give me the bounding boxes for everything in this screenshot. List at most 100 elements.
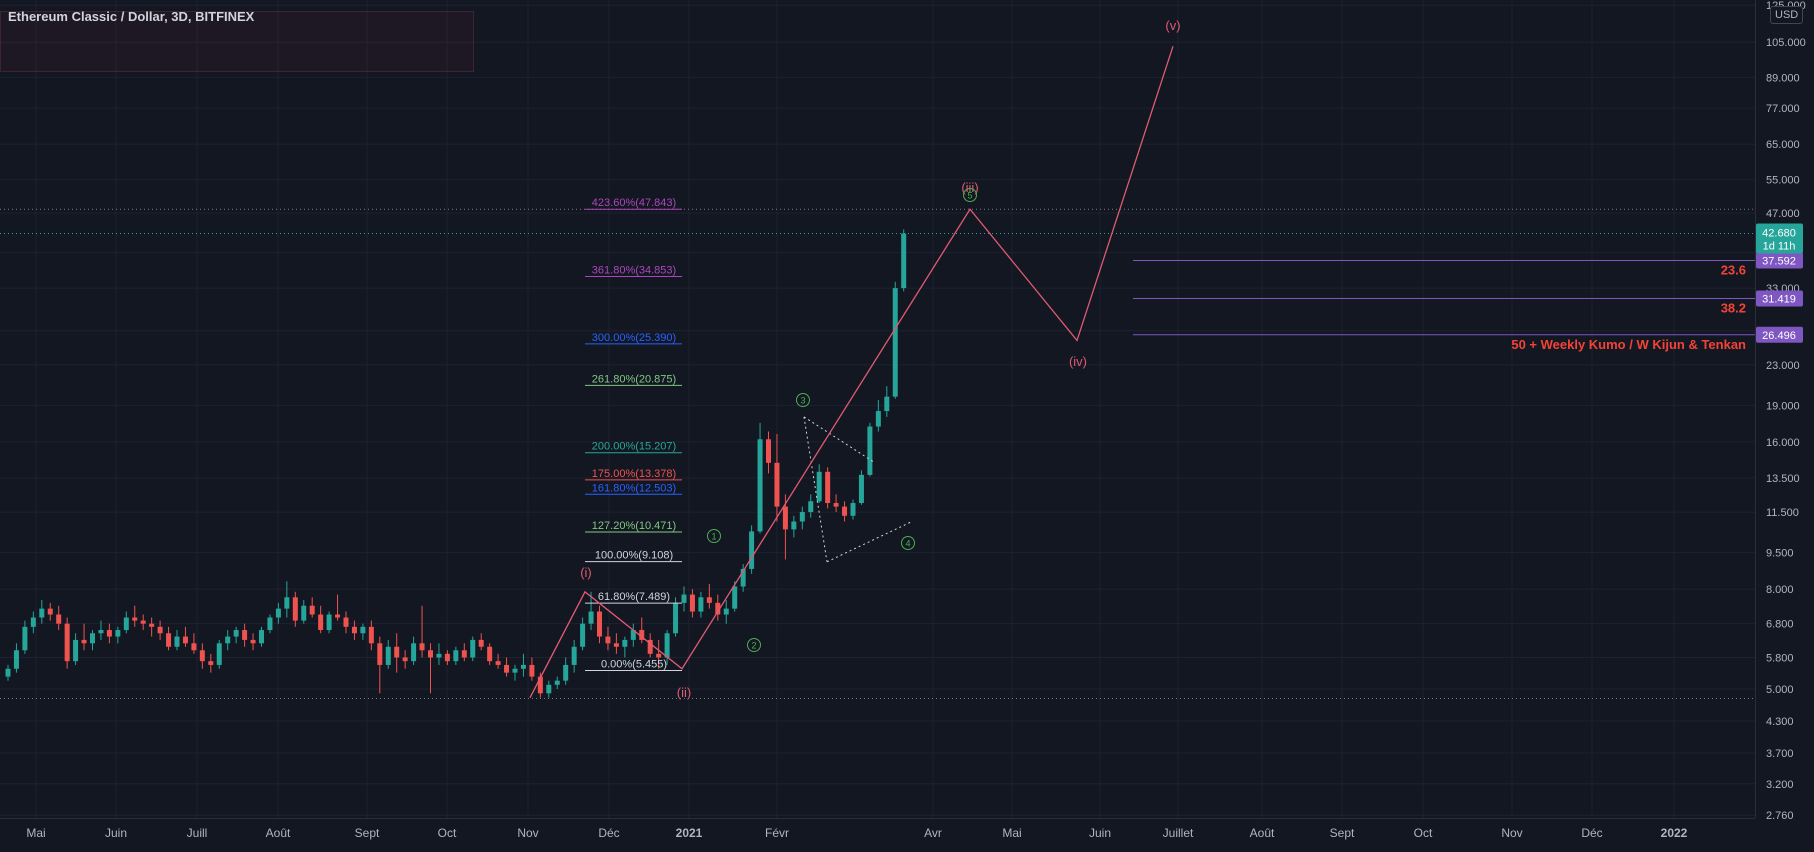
candle-body [554,680,560,685]
indicator-legend-box [0,11,474,72]
price-badge-label: 37.592 [1762,255,1796,267]
price-badge-label: 26.496 [1762,330,1796,342]
time-tick-label: Nov [517,826,538,840]
candle-body [749,531,755,569]
candle-body [411,643,417,662]
time-tick-label: 2021 [676,826,703,840]
time-tick-label: Sept [355,826,380,840]
price-badge [1756,252,1803,269]
fib-level-label: 0.00%(5.455) [601,658,667,670]
candle-body [833,503,839,507]
candle-body [630,630,636,640]
candle-body [495,661,501,665]
candle-body [867,426,873,475]
candle-body [884,396,890,412]
time-tick-label: Déc [598,826,619,840]
candle-body [208,661,214,665]
triangle-lower-line [826,521,913,563]
candle-body [90,633,95,644]
candle-body [326,614,332,631]
candle-body [571,646,577,665]
candle-body [318,614,324,631]
candle-body [901,233,907,289]
subwave-circle [747,638,761,652]
time-tick-label: Oct [1414,826,1433,840]
wave-label: (iv) [1069,354,1087,369]
subwave-circle [901,536,915,550]
bar-countdown: 1d 11h [1763,240,1796,252]
time-axis-border [0,818,1755,819]
candle-body [681,594,687,603]
candle-body [225,636,231,644]
fib-level-label: 161.80%(12.503) [592,482,676,494]
candle-body [123,617,129,631]
fib-level-label: 127.20%(10.471) [592,520,676,532]
candle-body [664,633,670,658]
elliott-wave-path [529,46,1174,698]
subwave-circle [707,529,721,543]
candle-body [504,664,510,673]
time-tick-label: Juin [1089,826,1111,840]
price-tick-label: 11.500 [1766,507,1799,519]
candle-body [580,623,586,647]
candle-body [233,630,239,637]
candle-body [808,501,814,513]
price-tick-label: 5.000 [1766,684,1794,696]
candle-body [140,620,146,624]
candle-body [64,623,70,662]
candle-body [453,650,459,662]
candle-body [275,608,281,618]
candle-body [892,288,898,397]
fib-level-label: 61.80%(7.489) [598,591,670,603]
wave-label: (v) [1165,18,1180,33]
candle-body [605,636,611,644]
candle-body [740,568,746,587]
time-tick-label: Oct [438,826,457,840]
time-tick-label: Avr [924,826,942,840]
candle-body [689,594,695,612]
price-badge [1756,290,1803,307]
time-tick-label: Juin [105,826,127,840]
candle-body [73,639,79,662]
candle-body [791,521,797,530]
candle-body [259,630,264,644]
candle-body [292,597,298,621]
time-tick-label: Déc [1581,826,1602,840]
candle-body [5,668,11,677]
candle-body [639,630,645,640]
fib-level-label: 175.00%(13.378) [592,468,676,480]
candle-body [546,684,552,694]
candle-body [487,646,493,662]
candle-body [174,636,180,647]
candle-body [563,664,569,681]
price-tick-label: 4.300 [1766,716,1794,728]
candle-body [106,630,112,637]
price-tick-label: 3.700 [1766,748,1794,760]
wave-label: (iii) [961,180,978,195]
candle-body [588,611,594,624]
candle-body [529,664,535,677]
candle-body [166,633,172,647]
candle-body [132,617,138,621]
candle-body [774,462,780,507]
fib-level-label: 300.00%(25.390) [592,332,676,344]
currency-button[interactable]: USD [1770,6,1804,24]
time-tick-label: Août [266,826,291,840]
candle-body [402,657,408,662]
wave-label: (ii) [677,685,691,700]
candle-body [30,617,36,627]
wave-label: (i) [580,565,592,580]
candle-body [419,643,425,651]
time-tick-label: 2022 [1661,826,1688,840]
candle-body [98,630,104,634]
fib-level-label: 100.00%(9.108) [595,550,673,562]
subwave-label: 1 [711,532,716,542]
candle-body [351,626,357,634]
candle-body [22,626,28,651]
retracement-level-annotation: 50 + Weekly Kumo / W Kijun & Tenkan [1511,337,1746,352]
time-tick-label: Mai [1002,826,1021,840]
candle-body [715,602,721,615]
subwave-circle [796,393,810,407]
candle-body [444,653,450,662]
